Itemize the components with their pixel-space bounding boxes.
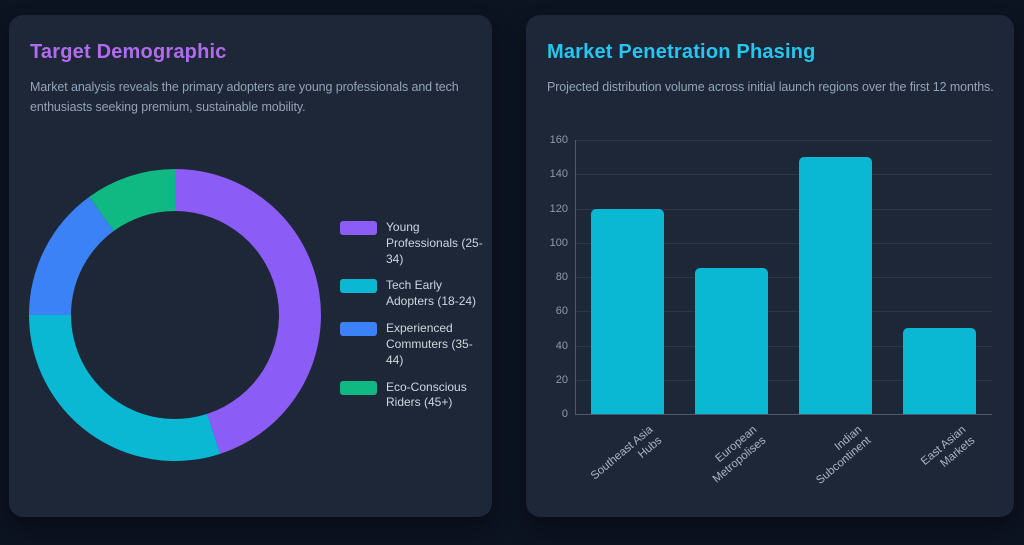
donut-svg — [29, 169, 321, 461]
legend-item: Tech Early Adopters (18-24) — [340, 278, 486, 310]
legend-label: Experienced Commuters (35-44) — [386, 321, 473, 367]
y-tick-label: 140 — [549, 168, 568, 181]
penetration-subtitle: Projected distribution volume across ini… — [547, 80, 994, 94]
donut-segment[interactable] — [175, 169, 321, 454]
y-tick-label: 120 — [549, 202, 568, 215]
donut-chart[interactable] — [28, 168, 322, 462]
legend-label: Tech Early Adopters (18-24) — [386, 278, 477, 309]
demographic-title: Target Demographic — [30, 41, 227, 63]
gridline — [575, 140, 992, 141]
legend-item: Experienced Commuters (35-44) — [340, 321, 486, 368]
y-tick-label: 80 — [555, 271, 568, 283]
legend-item: Young Professionals (25-34) — [340, 220, 486, 267]
x-axis-label: East Asian Markets — [918, 423, 978, 471]
y-tick-label: 60 — [555, 305, 568, 318]
gridline — [575, 277, 992, 278]
gridline — [575, 345, 992, 347]
bar[interactable] — [903, 328, 977, 414]
gridline — [575, 242, 992, 244]
y-tick-label: 160 — [549, 134, 568, 146]
gridline — [575, 414, 992, 415]
target-demographic-card: Target Demographic Market analysis revea… — [9, 15, 492, 517]
bar[interactable] — [590, 208, 664, 414]
penetration-title: Market Penetration Phasing — [547, 41, 816, 63]
donut-segment[interactable] — [29, 315, 221, 461]
donut-segment[interactable] — [89, 169, 175, 231]
bar-chart[interactable]: 0 20 40 60 80 100 120 140 160 Southeast Asia Hubs… — [526, 15, 1014, 517]
legend-swatch — [340, 322, 377, 337]
y-tick-label: 40 — [555, 339, 568, 352]
donut-legend: Young Professionals (25-34) Tech Early Ad… — [340, 220, 486, 411]
legend-label: Young Professionals (25-34) — [386, 220, 483, 266]
donut-segment[interactable] — [29, 196, 114, 315]
y-tick-label: 0 — [561, 408, 568, 420]
y-axis-line — [575, 140, 576, 414]
legend-swatch — [340, 279, 377, 294]
bar[interactable] — [694, 268, 768, 414]
legend-swatch — [340, 221, 377, 235]
x-axis-label: Southeast Asia Hubs — [588, 423, 665, 483]
legend-label: Eco-Conscious Riders (45+) — [386, 379, 467, 410]
x-axis-label: Indian Subcontinent — [814, 423, 874, 488]
gridline — [575, 311, 992, 313]
demographic-subtitle: Market analysis reveals the primary adop… — [30, 80, 459, 114]
x-axis-label: European Metropolises — [711, 423, 769, 486]
legend-swatch — [340, 380, 377, 395]
market-penetration-card: Market Penetration Phasing Projected dis… — [526, 15, 1014, 517]
gridline — [575, 174, 992, 176]
bar[interactable] — [799, 157, 873, 414]
y-tick-label: 100 — [549, 236, 568, 249]
gridline — [575, 379, 992, 381]
gridline — [575, 208, 992, 210]
y-tick-label: 20 — [555, 373, 568, 386]
legend-item: Eco-Conscious Riders (45+) — [340, 380, 486, 412]
